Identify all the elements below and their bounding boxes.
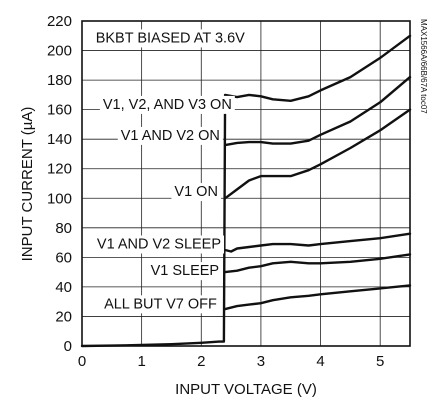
x-tick-label-3: 3 bbox=[257, 353, 265, 370]
y-tick-label-10: 200 bbox=[47, 43, 72, 60]
series-label-0-bg bbox=[99, 95, 235, 114]
series-line-5 bbox=[223, 284, 412, 311]
y-tick-label-11: 220 bbox=[47, 13, 72, 30]
series-label-0: V1, V2, AND V3 ON bbox=[103, 97, 232, 113]
x-tick-label-4: 4 bbox=[316, 353, 324, 370]
series-label-4: V1 SLEEP bbox=[151, 263, 220, 279]
series-label-2-bg bbox=[171, 183, 221, 202]
series-labels: BKBT BIASED AT 3.6V V1, V2, AND V3 ON V1 A… bbox=[92, 29, 249, 314]
top-annotation: BKBT BIASED AT 3.6V bbox=[96, 30, 245, 46]
y-tick-label-6: 120 bbox=[47, 161, 72, 178]
series-label-5-bg bbox=[101, 295, 221, 314]
series-line-3 bbox=[223, 232, 412, 253]
side-note: MAX1566A/66B/67A toc07 bbox=[419, 19, 428, 114]
series-label-3-bg bbox=[93, 235, 225, 254]
x-axis-label: INPUT VOLTAGE (V) bbox=[175, 381, 317, 398]
plot-frame bbox=[81, 20, 411, 347]
y-tick-label-9: 180 bbox=[47, 72, 72, 89]
plot-curves bbox=[80, 34, 412, 348]
y-tick-label-0: 0 bbox=[64, 338, 72, 355]
y-tick-label-3: 60 bbox=[55, 249, 72, 266]
series-line-0 bbox=[80, 34, 412, 348]
y-tick-labels: 0 20 40 60 80 100 120 140 160 180 200 220 bbox=[47, 13, 72, 355]
x-tick-label-0: 0 bbox=[78, 353, 86, 370]
x-tick-labels: 0 1 2 3 4 5 bbox=[78, 353, 385, 370]
series-label-2: V1 ON bbox=[174, 184, 218, 200]
x-tick-label-5: 5 bbox=[376, 353, 384, 370]
y-tick-label-2: 40 bbox=[55, 279, 72, 296]
top-annotation-bg bbox=[92, 29, 249, 48]
y-axis-label: INPUT CURRENT (µA) bbox=[19, 107, 36, 262]
y-tick-label-5: 100 bbox=[47, 190, 72, 207]
y-tick-label-8: 160 bbox=[47, 102, 72, 119]
series-label-5: ALL BUT V7 OFF bbox=[104, 296, 217, 312]
y-tick-label-7: 140 bbox=[47, 131, 72, 148]
series-label-1: V1 AND V2 ON bbox=[121, 128, 220, 144]
series-line-2 bbox=[223, 108, 412, 200]
y-tick-label-1: 20 bbox=[55, 308, 72, 325]
series-label-3: V1 AND V2 SLEEP bbox=[97, 237, 221, 253]
y-tick-label-4: 80 bbox=[55, 220, 72, 237]
x-tick-label-1: 1 bbox=[137, 353, 145, 370]
series-line-4 bbox=[223, 253, 412, 274]
series-label-1-bg bbox=[117, 126, 223, 145]
series-line-1 bbox=[223, 75, 412, 147]
series-label-4-bg bbox=[147, 262, 223, 281]
x-tick-label-2: 2 bbox=[197, 353, 205, 370]
